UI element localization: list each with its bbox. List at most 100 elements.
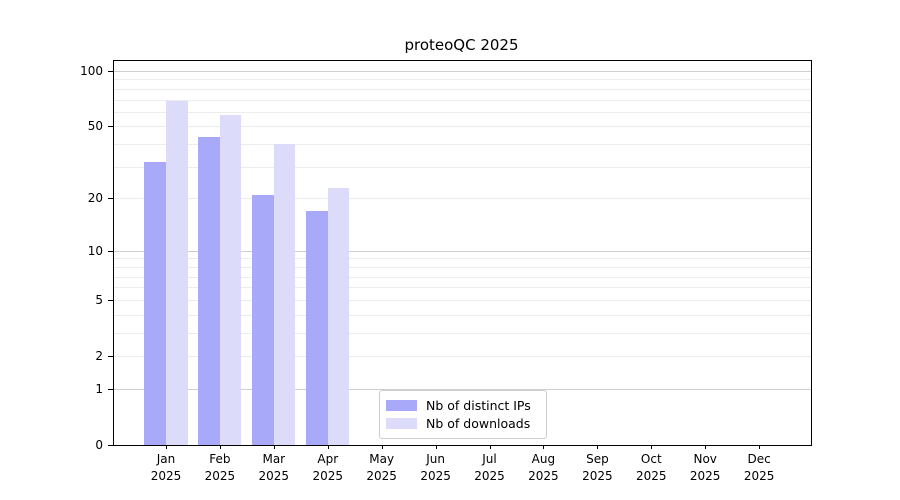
x-tick-label: Jun 2025: [404, 451, 468, 485]
x-tick-mark: [435, 445, 437, 449]
y-tick-mark: [108, 71, 113, 72]
legend-label-distinct-ips: Nb of distinct IPs: [426, 397, 531, 413]
x-tick-mark: [381, 445, 383, 449]
x-tick-label: Sep 2025: [565, 451, 629, 485]
x-tick-year: 2025: [528, 469, 559, 483]
y-tick-label: 10: [87, 243, 103, 258]
x-tick-year: 2025: [204, 469, 236, 483]
y-gridline-major: [114, 71, 811, 72]
x-tick-label: Aug 2025: [511, 451, 575, 485]
y-gridline-minor: [114, 314, 811, 316]
y-gridline-minor: [114, 276, 811, 278]
x-tick-year: 2025: [258, 469, 290, 483]
y-gridline-major: [114, 388, 811, 390]
legend-item-distinct-ips: Nb of distinct IPs: [386, 396, 537, 414]
y-gridline-minor: [114, 287, 811, 289]
legend-swatch-distinct-ips: [386, 399, 417, 411]
x-tick-year: 2025: [150, 469, 182, 483]
chart-title: proteoQC 2025: [404, 36, 519, 54]
y-tick-label: 100: [80, 64, 103, 78]
y-gridline-major: [114, 250, 811, 252]
x-tick-month: Nov: [693, 452, 717, 466]
x-tick-mark: [273, 445, 275, 449]
plot-area: Nb of distinct IPs Nb of downloads 0 1 2 5 1…: [80, 60, 812, 483]
x-tick-mark: [327, 445, 329, 449]
x-tick-month: Sep: [586, 452, 609, 466]
y-tick-label: 0: [95, 438, 103, 452]
y-gridline-minor: [114, 166, 811, 168]
x-tick-month: Jan: [156, 452, 176, 466]
x-tick-year: 2025: [636, 469, 667, 483]
y-tick-mark: [108, 250, 113, 252]
x-tick-year: 2025: [689, 469, 721, 483]
x-tick-label: Nov 2025: [673, 451, 737, 485]
legend-label-downloads: Nb of downloads: [426, 415, 531, 431]
y-gridline-minor: [114, 258, 811, 260]
x-tick-month: Jun: [426, 452, 445, 466]
legend: Nb of distinct IPs Nb of downloads: [379, 390, 547, 439]
x-tick-mark: [759, 445, 761, 449]
y-gridline-minor: [114, 88, 811, 90]
y-tick-label: 5: [95, 292, 103, 307]
y-gridline-minor: [114, 79, 811, 81]
x-tick-month: Oct: [640, 452, 662, 466]
x-tick-mark: [705, 445, 707, 449]
y-tick-mark: [108, 299, 113, 301]
x-tick-label: Mar 2025: [242, 451, 306, 485]
y-tick-mark: [108, 445, 113, 446]
y-gridline-minor: [114, 198, 811, 200]
x-tick-mark: [489, 445, 491, 449]
x-tick-month: Apr: [317, 452, 339, 466]
bar-distinct-ips-feb: [198, 136, 220, 445]
x-tick-month: Aug: [531, 452, 556, 466]
y-gridline-minor: [114, 299, 811, 301]
x-tick-mark: [166, 445, 167, 449]
y-gridline-minor: [114, 111, 811, 113]
x-tick-month: Dec: [747, 452, 771, 466]
x-tick-mark: [219, 445, 221, 449]
bar-distinct-ips-mar: [252, 194, 274, 445]
x-tick-year: 2025: [312, 469, 344, 483]
y-gridline-minor: [114, 99, 811, 101]
y-gridline-minor: [114, 126, 811, 128]
x-tick-year: 2025: [420, 469, 451, 483]
y-tick-label: 50: [87, 119, 103, 134]
y-tick-mark: [108, 388, 113, 390]
x-tick-label: Jul 2025: [458, 451, 522, 485]
x-tick-label: Feb 2025: [188, 451, 252, 485]
x-tick-mark: [543, 445, 545, 449]
legend-item-downloads: Nb of downloads: [386, 414, 537, 432]
x-tick-year: 2025: [474, 469, 505, 483]
x-tick-mark: [651, 445, 653, 449]
x-tick-year: 2025: [743, 469, 775, 483]
x-tick-month: Mar: [262, 452, 286, 466]
x-tick-label: May 2025: [350, 451, 414, 485]
y-tick-mark: [108, 126, 113, 128]
x-tick-month: Jul: [482, 452, 497, 466]
y-gridline-minor: [114, 144, 811, 146]
y-gridline-minor: [114, 332, 811, 334]
x-tick-label: Dec 2025: [727, 451, 791, 485]
x-tick-label: Oct 2025: [619, 451, 683, 485]
y-tick-label: 20: [87, 191, 103, 206]
x-tick-year: 2025: [366, 469, 397, 483]
x-tick-label: Jan 2025: [134, 451, 198, 485]
y-tick-mark: [108, 356, 113, 357]
y-tick-label: 2: [95, 349, 103, 363]
y-tick-mark: [108, 198, 113, 200]
x-tick-month: May: [369, 452, 395, 466]
bar-downloads-apr: [327, 187, 350, 445]
bar-downloads-mar: [273, 144, 296, 445]
bar-distinct-ips-apr: [306, 210, 328, 445]
x-tick-month: Feb: [209, 452, 231, 466]
y-gridline-minor: [114, 356, 811, 357]
legend-swatch-downloads: [386, 417, 417, 429]
y-tick-label: 1: [95, 381, 103, 396]
x-tick-year: 2025: [582, 469, 613, 483]
x-tick-mark: [597, 445, 599, 449]
y-gridline-minor: [114, 266, 811, 268]
x-tick-label: Apr 2025: [296, 451, 360, 485]
bar-downloads-feb: [219, 114, 242, 445]
bar-downloads-jan: [166, 100, 188, 445]
